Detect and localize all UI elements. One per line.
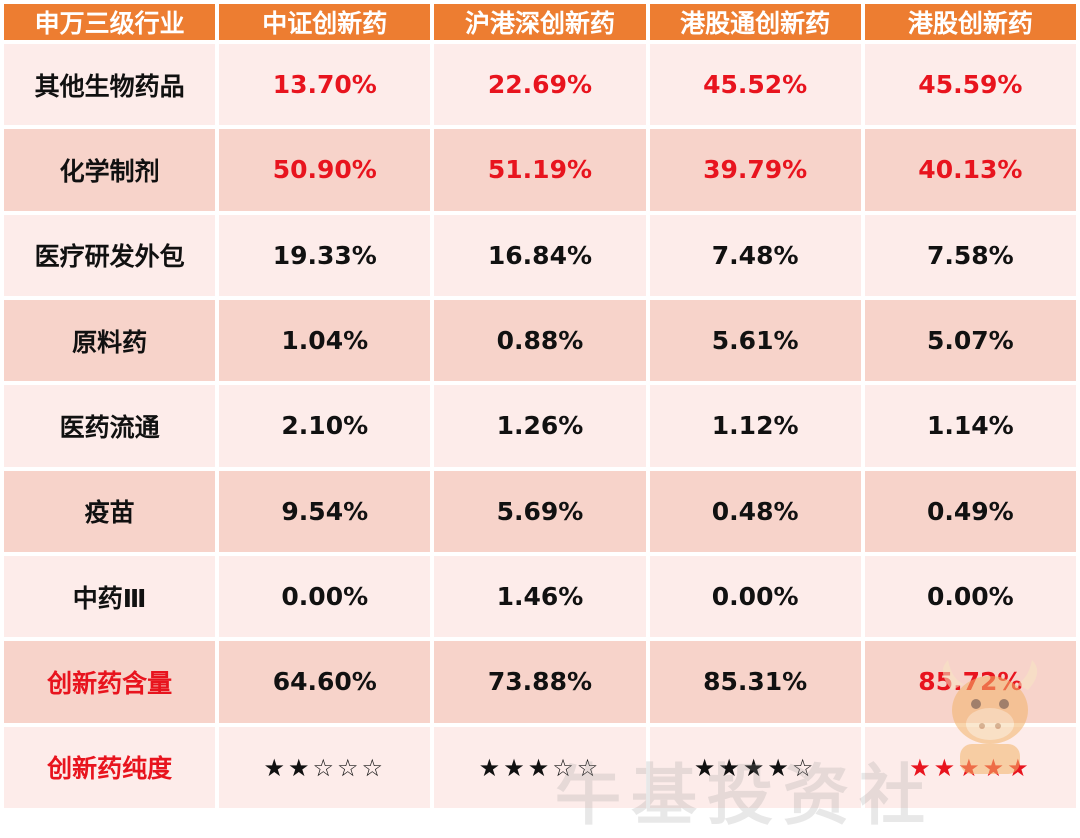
empty-star-icon: ☆ (576, 753, 602, 782)
filled-star-icon: ★ (982, 753, 1008, 782)
empty-star-icon: ☆ (337, 753, 362, 782)
row-label: 疫苗 (4, 470, 216, 552)
cell-hk: 0.00% (864, 555, 1076, 638)
filled-star-icon: ★ (693, 753, 719, 782)
cell-hk-connect: 1.12% (649, 385, 861, 467)
cell-hk: 85.72% (864, 641, 1076, 723)
table-header-row: 申万三级行业 中证创新药 沪港深创新药 港股通创新药 港股创新药 (4, 4, 1076, 40)
filled-star-icon: ★ (909, 753, 934, 782)
cell-shhksz: 16.84% (434, 214, 646, 296)
filled-star-icon: ★ (288, 753, 313, 782)
cell-csi: 13.70% (219, 44, 431, 126)
empty-star-icon: ☆ (552, 753, 577, 782)
cell-hk-connect: 5.61% (649, 299, 861, 382)
table-row: 疫苗 9.54% 5.69% 0.48% 0.49% (4, 470, 1076, 552)
filled-star-icon: ★ (527, 753, 553, 782)
filled-star-icon: ★ (478, 753, 504, 782)
cell-csi: 50.90% (219, 129, 431, 211)
cell-csi: 0.00% (219, 555, 431, 638)
empty-star-icon: ☆ (361, 753, 387, 782)
table-row: 医药流通 2.10% 1.26% 1.12% 1.14% (4, 385, 1076, 467)
header-industry: 申万三级行业 (4, 4, 216, 40)
row-label: 创新药含量 (4, 641, 216, 723)
table-row: 化学制剂 50.90% 51.19% 39.79% 40.13% (4, 129, 1076, 211)
header-csi-innovative-drug: 中证创新药 (219, 4, 431, 40)
cell-hk: 40.13% (864, 129, 1076, 211)
cell-hk-connect: 7.48% (649, 214, 861, 296)
filled-star-icon: ★ (1007, 753, 1032, 782)
cell-shhksz: 1.26% (434, 385, 646, 467)
purity-rating-hk: ★★★★★ (864, 726, 1076, 808)
cell-shhksz: 1.46% (434, 555, 646, 638)
cell-hk-connect: 0.00% (649, 555, 861, 638)
header-hk-innovative-drug: 港股创新药 (864, 4, 1076, 40)
empty-star-icon: ☆ (312, 753, 338, 782)
filled-star-icon: ★ (503, 753, 528, 782)
industry-weight-table: 申万三级行业 中证创新药 沪港深创新药 港股通创新药 港股创新药 其他生物药品 1… (4, 4, 1076, 808)
table-row: 其他生物药品 13.70% 22.69% 45.52% 45.59% (4, 44, 1076, 126)
purity-rating-hk-connect: ★★★★☆ (649, 726, 861, 808)
purity-rating-csi: ★★☆☆☆ (219, 726, 431, 808)
cell-shhksz: 51.19% (434, 129, 646, 211)
row-label: 医疗研发外包 (4, 214, 216, 296)
cell-hk-connect: 45.52% (649, 44, 861, 126)
filled-star-icon: ★ (767, 753, 792, 782)
filled-star-icon: ★ (263, 753, 288, 782)
cell-shhksz: 0.88% (434, 299, 646, 382)
table-row: 创新药含量 64.60% 73.88% 85.31% 85.72% (4, 641, 1076, 723)
cell-hk: 1.14% (864, 385, 1076, 467)
row-label: 原料药 (4, 299, 216, 382)
purity-rating-shhksz: ★★★☆☆ (434, 726, 646, 808)
cell-csi: 2.10% (219, 385, 431, 467)
cell-hk: 45.59% (864, 44, 1076, 126)
filled-star-icon: ★ (718, 753, 743, 782)
table-row: 中药Ⅲ 0.00% 1.46% 0.00% 0.00% (4, 555, 1076, 638)
cell-hk-connect: 85.31% (649, 641, 861, 723)
purity-row: 创新药纯度 ★★☆☆☆ ★★★☆☆ ★★★★☆ ★★★★★ (4, 726, 1076, 808)
cell-hk-connect: 39.79% (649, 129, 861, 211)
cell-hk: 0.49% (864, 470, 1076, 552)
row-label: 创新药纯度 (4, 726, 216, 808)
cell-csi: 19.33% (219, 214, 431, 296)
row-label: 其他生物药品 (4, 44, 216, 126)
cell-csi: 64.60% (219, 641, 431, 723)
cell-shhksz: 5.69% (434, 470, 646, 552)
cell-csi: 9.54% (219, 470, 431, 552)
cell-hk: 7.58% (864, 214, 1076, 296)
table-row: 原料药 1.04% 0.88% 5.61% 5.07% (4, 299, 1076, 382)
filled-star-icon: ★ (958, 753, 983, 782)
header-hk-connect-innovative-drug: 港股通创新药 (649, 4, 861, 40)
row-label: 中药Ⅲ (4, 555, 216, 638)
cell-csi: 1.04% (219, 299, 431, 382)
row-label: 化学制剂 (4, 129, 216, 211)
cell-hk-connect: 0.48% (649, 470, 861, 552)
empty-star-icon: ☆ (791, 753, 817, 782)
row-label: 医药流通 (4, 385, 216, 467)
cell-hk: 5.07% (864, 299, 1076, 382)
table-row: 医疗研发外包 19.33% 16.84% 7.48% 7.58% (4, 214, 1076, 296)
filled-star-icon: ★ (742, 753, 768, 782)
cell-shhksz: 22.69% (434, 44, 646, 126)
filled-star-icon: ★ (933, 753, 959, 782)
header-shhksz-innovative-drug: 沪港深创新药 (434, 4, 646, 40)
cell-shhksz: 73.88% (434, 641, 646, 723)
